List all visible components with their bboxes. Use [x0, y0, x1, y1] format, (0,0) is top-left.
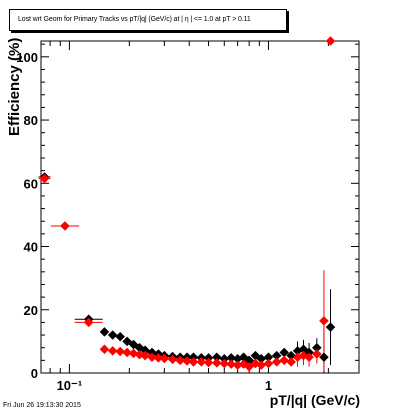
data-point [279, 355, 290, 366]
chart-title-box: Lost wrt Geom for Primary Tracks vs pT/|… [9, 9, 287, 31]
data-markers [39, 36, 336, 372]
data-point [39, 173, 50, 184]
data-point [153, 352, 164, 363]
data-point [175, 355, 185, 366]
data-point [311, 349, 322, 359]
data-point [99, 327, 110, 337]
data-point [107, 330, 118, 340]
data-point [99, 344, 110, 355]
data-point [134, 349, 145, 360]
data-point [159, 353, 170, 364]
data-point [271, 357, 282, 367]
x-axis-label: pT/|q| (GeV/c) [269, 392, 360, 408]
x-tick-label: 1 [265, 378, 272, 393]
data-point [325, 36, 336, 46]
y-tick-label: 100 [16, 50, 38, 65]
x-tick-label: 10⁻¹ [57, 378, 83, 393]
data-point [196, 357, 207, 367]
tick-labels: 0 20 40 60 80 100 10⁻¹ 1 [16, 50, 272, 393]
data-point [167, 354, 178, 365]
data-point [319, 352, 329, 363]
y-tick-label: 20 [24, 303, 38, 318]
y-tick-label: 80 [24, 113, 38, 128]
data-point [140, 350, 150, 361]
data-point [83, 317, 94, 328]
y-tick-label: 60 [24, 176, 38, 191]
y-tick-label: 0 [31, 366, 38, 381]
data-point [304, 352, 314, 363]
data-point [122, 336, 132, 347]
data-point [325, 322, 336, 333]
data-point [122, 347, 132, 358]
data-point [286, 357, 296, 367]
data-point [107, 346, 118, 356]
data-point [115, 346, 126, 357]
data-point [60, 221, 70, 231]
data-point [203, 357, 214, 368]
error-bars [38, 40, 334, 373]
data-point [263, 358, 274, 369]
data-point [319, 315, 329, 326]
plot-border [40, 40, 360, 374]
data-point [244, 361, 255, 372]
plot-frame [40, 40, 360, 374]
data-point [147, 352, 157, 363]
chart-title: Lost wrt Geom for Primary Tracks vs pT/|… [18, 16, 251, 23]
y-axis-label: Efficiency (%) [6, 37, 23, 136]
data-point [211, 358, 222, 368]
data-point [226, 359, 237, 370]
data-point [238, 359, 249, 370]
datestamp: Fri Jun 26 19:13:30 2015 [3, 402, 81, 409]
y-tick-label: 40 [24, 240, 38, 255]
data-point [219, 358, 230, 369]
axis-ticks [41, 41, 359, 374]
data-point [188, 357, 199, 367]
data-point [182, 356, 192, 366]
data-point [115, 331, 126, 342]
